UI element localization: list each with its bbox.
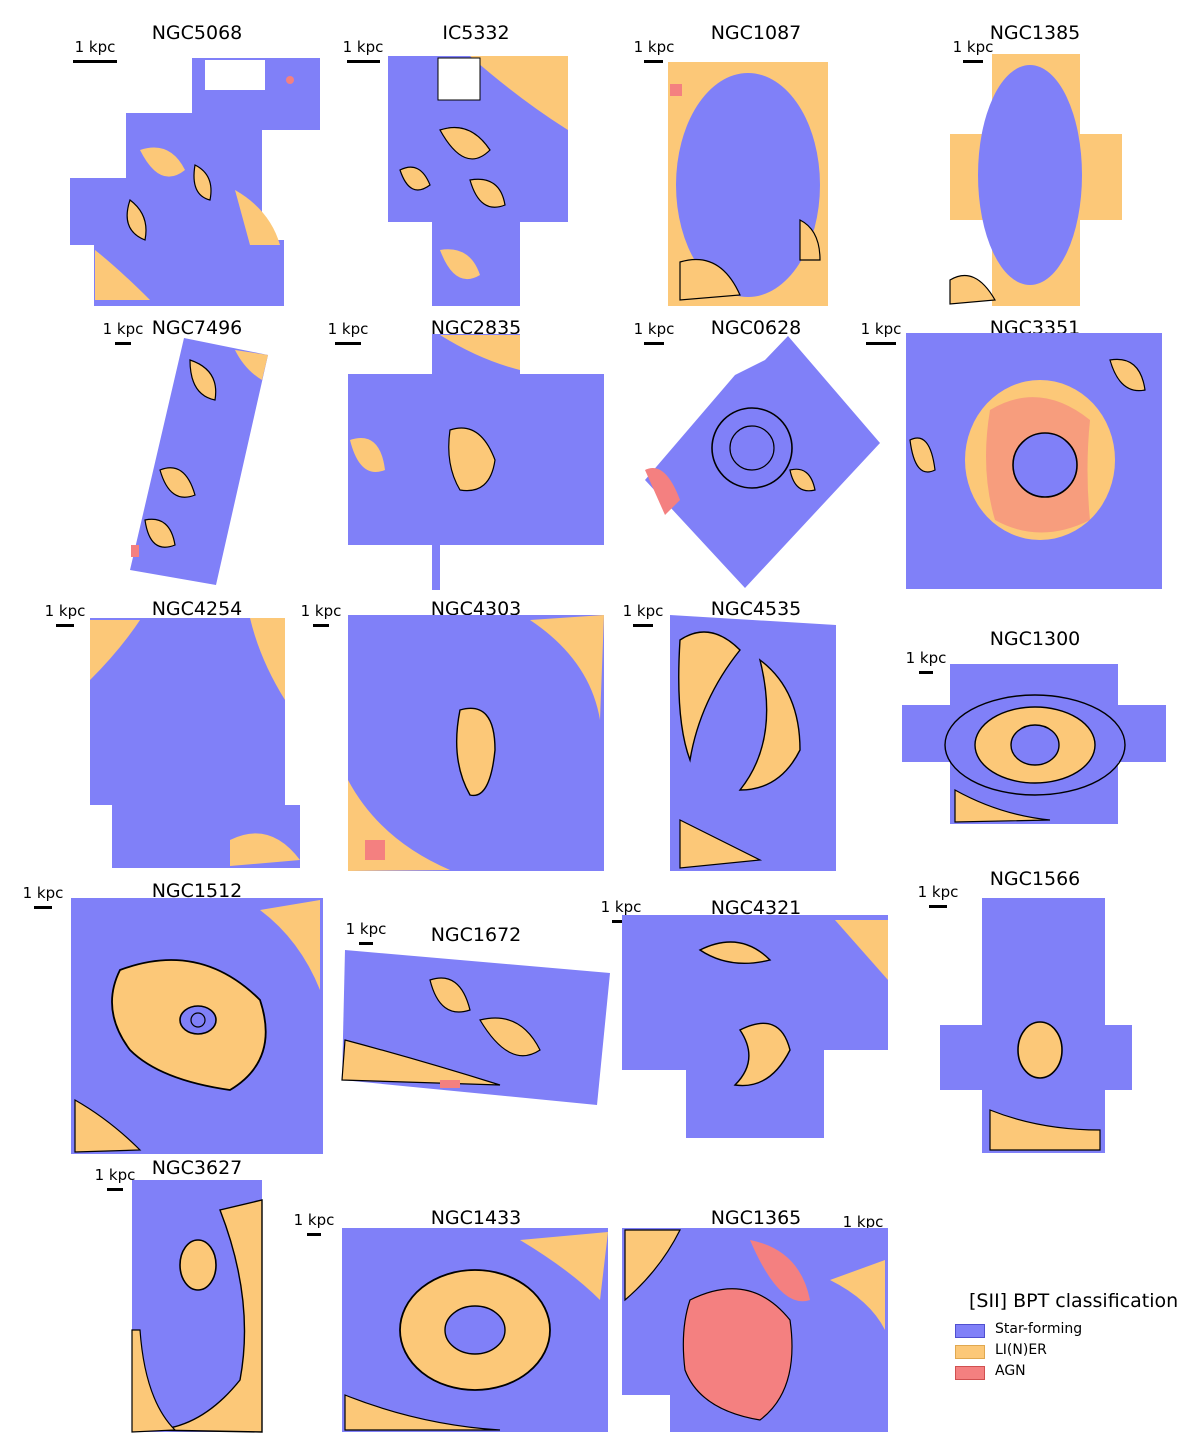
scale-label: 1 kpc bbox=[860, 320, 902, 338]
galaxy-title-ngc2835: NGC2835 bbox=[430, 317, 522, 339]
galaxy-title-ngc3627: NGC3627 bbox=[151, 1157, 243, 1179]
galaxy-title-ngc7496: NGC7496 bbox=[151, 317, 243, 339]
legend-swatch bbox=[955, 1324, 985, 1338]
scale-label: 1 kpc bbox=[74, 38, 116, 56]
galaxy-title-ngc1087: NGC1087 bbox=[710, 22, 802, 44]
legend-label: LI(N)ER bbox=[995, 1342, 1047, 1358]
galaxy-title-ngc1385: NGC1385 bbox=[989, 22, 1081, 44]
scale-label: 1 kpc bbox=[842, 1213, 884, 1231]
legend-title: [SII] BPT classification bbox=[969, 1290, 1179, 1312]
scale-label: 1 kpc bbox=[94, 1166, 136, 1184]
scale-label: 1 kpc bbox=[952, 38, 994, 56]
legend-label: AGN bbox=[995, 1363, 1026, 1379]
galaxy-title-ngc4254: NGC4254 bbox=[151, 598, 243, 620]
galaxy-title-ngc1512: NGC1512 bbox=[151, 880, 243, 902]
legend-swatch bbox=[955, 1366, 985, 1380]
scale-label: 1 kpc bbox=[22, 884, 64, 902]
scale-label: 1 kpc bbox=[917, 883, 959, 901]
scale-label: 1 kpc bbox=[342, 38, 384, 56]
scale-label: 1 kpc bbox=[102, 320, 144, 338]
scale-label: 1 kpc bbox=[905, 649, 947, 667]
galaxy-title-ngc4303: NGC4303 bbox=[430, 598, 522, 620]
scale-label: 1 kpc bbox=[633, 320, 675, 338]
galaxy-title-ic5332: IC5332 bbox=[442, 22, 510, 44]
galaxy-title-ngc0628: NGC0628 bbox=[710, 317, 802, 339]
galaxy-title-ngc4321: NGC4321 bbox=[710, 897, 802, 919]
galaxy-title-ngc1672: NGC1672 bbox=[430, 924, 522, 946]
scale-label: 1 kpc bbox=[327, 320, 369, 338]
scale-label: 1 kpc bbox=[44, 602, 86, 620]
galaxy-title-ngc1433: NGC1433 bbox=[430, 1207, 522, 1229]
scale-label: 1 kpc bbox=[622, 602, 664, 620]
legend-label: Star-forming bbox=[995, 1321, 1083, 1337]
galaxy-title-ngc4535: NGC4535 bbox=[710, 598, 802, 620]
scale-label: 1 kpc bbox=[633, 38, 675, 56]
galaxy-title-ngc1300: NGC1300 bbox=[989, 628, 1081, 650]
galaxy-title-ngc1365: NGC1365 bbox=[710, 1207, 802, 1229]
galaxy-title-ngc5068: NGC5068 bbox=[151, 22, 243, 44]
scale-label: 1 kpc bbox=[345, 920, 387, 938]
galaxy-title-ngc1566: NGC1566 bbox=[989, 868, 1081, 890]
scale-label: 1 kpc bbox=[293, 1211, 335, 1229]
scale-label: 1 kpc bbox=[600, 898, 642, 916]
scale-label: 1 kpc bbox=[300, 602, 342, 620]
legend-swatch bbox=[955, 1345, 985, 1359]
